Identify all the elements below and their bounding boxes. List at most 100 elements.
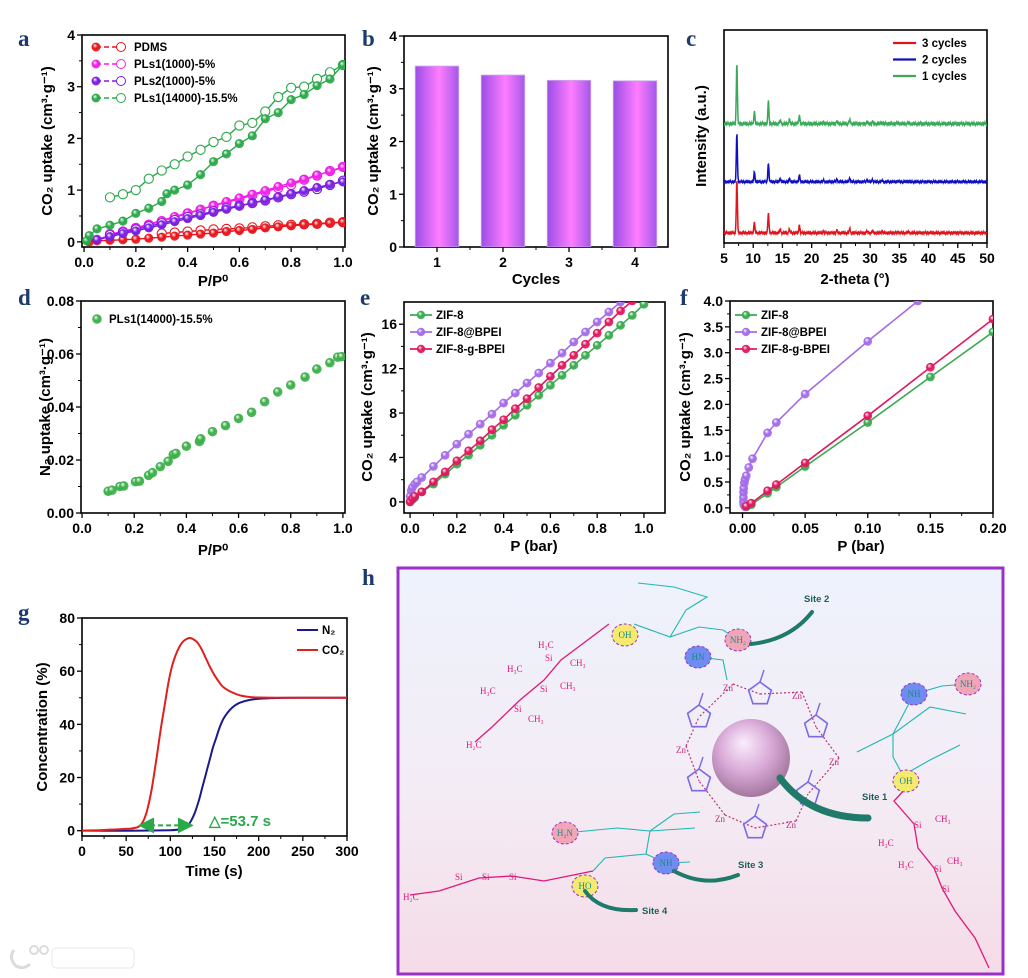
imidazole-ring [742,815,768,839]
x-tick-label: 2 [499,254,507,270]
y-tick-label: 8 [389,405,397,421]
adsorption-point [221,204,232,214]
y-axis-title: CO₂ uptake (cm³·g⁻¹) [39,66,56,216]
data-point [417,473,427,482]
zn-label: Zn [676,745,686,755]
x-tick-label: 0.2 [447,520,467,536]
watermark-text-area [51,947,135,969]
legend-item: PLs1(14000)-15.5% [92,314,213,326]
y-tick-label: 4 [389,28,397,44]
legend-item: 1 cycles [893,71,967,83]
data-point [628,302,637,306]
legend-label: 3 cycles [922,38,967,50]
adsorption-point [183,230,193,240]
y-tick-label: 0.08 [47,293,74,309]
y-tick-label: 2.0 [704,396,724,412]
data-point [440,467,450,477]
x-axis-title: P (bar) [510,538,557,555]
xrd-pattern-1 [724,134,987,186]
data-point [452,439,462,449]
site-label-4: Site 4 [642,906,668,917]
legend-item: PLs1(14000)-15.5% [91,93,238,105]
legend-label: ZIF-8-g-BPEI [761,344,830,356]
y-tick-label: 0 [389,239,397,255]
legend-label: PLs1(14000)-15.5% [109,314,213,326]
data-point [771,418,781,427]
legend-item: ZIF-8 [735,310,789,322]
adsorption-point [144,203,154,213]
series-line [409,302,633,503]
data-point [499,415,509,425]
adsorption-point [131,234,141,244]
adsorption-point [221,149,232,159]
data-point [510,410,520,420]
xrd-pattern-0 [724,181,987,237]
desorption-point [208,136,219,148]
desorption-point [156,165,167,176]
data-point [913,301,923,306]
coordination-bond [754,820,797,829]
si-label: Si [914,820,922,830]
adsorption-point [312,170,322,180]
imidazole-ring [803,714,829,738]
x-tick-label: 1.0 [333,520,353,536]
bar-cycle-4 [612,80,658,247]
adsorption-point [131,226,141,236]
adsorption-point [286,95,296,105]
functional-group-label: NH [660,858,673,868]
y-axis-title: CO₂ uptake (cm³·g⁻¹) [365,66,382,216]
y-tick-label: 1.5 [704,422,724,438]
data-point [592,328,602,338]
bar-cycle-2 [480,74,526,247]
data-point [763,486,772,496]
panel-letter-f: f [680,285,688,310]
data-point [569,337,579,347]
legend-label: N₂ [322,625,335,637]
y-tick-label: 12 [381,361,397,377]
methyl-label: H₃C [878,838,894,848]
legend-label: ZIF-8-g-BPEI [436,344,505,356]
epoxide-label: H₂C [403,892,419,902]
data-point [627,310,637,320]
site-label-2: Site 2 [804,594,829,605]
legend: ZIF-8 ZIF-8@BPEI ZIF-8-g-BPEI [410,310,505,356]
functional-group-highlight [571,874,599,898]
functional-group-highlight [900,682,928,706]
x-tick-label: 200 [247,843,271,859]
legend-label: 2 cycles [922,55,967,67]
legend-marker-filled [91,93,101,103]
adsorption-point [312,219,322,229]
adsorption-point [170,217,180,227]
si-label: Si [514,704,522,714]
adsorption-point [338,60,345,70]
desorption-point [273,91,284,103]
chart-g: 0 50 100 150 200 250 300 0 20 40 60 80 Time (s) Conce… [34,610,359,880]
data-point [417,487,427,497]
data-point [207,426,218,437]
adsorption-point [221,226,232,237]
legend-label: ZIF-8@BPEI [761,327,827,339]
xrd-pattern-2 [724,65,987,128]
y-tick-label: 0.00 [47,505,74,521]
adsorption-point [234,201,244,211]
legend-item: ZIF-8-g-BPEI [410,344,505,356]
x-tick-label: 0.6 [230,254,250,270]
y-tick-label: 1.0 [704,448,724,464]
x-tick-label: 150 [203,843,227,859]
desorption-point [195,144,206,155]
x-tick-label: 0.10 [854,520,881,536]
methyl-group [815,702,821,716]
functional-group-highlight [954,672,982,696]
adsorption-point [299,174,309,184]
adsorption-point [299,186,309,196]
y-tick-label: 4.0 [704,293,724,309]
legend-label: ZIF-8@BPEI [436,327,502,339]
data-point [499,398,509,408]
x-axis-title: P/P⁰ [198,273,228,290]
x-tick-label: 50 [118,843,134,859]
y-tick-label: 60 [59,663,75,679]
x-tick-label: 250 [291,843,315,859]
functional-group-highlight [684,645,712,669]
x-tick-label: 50 [979,250,995,266]
